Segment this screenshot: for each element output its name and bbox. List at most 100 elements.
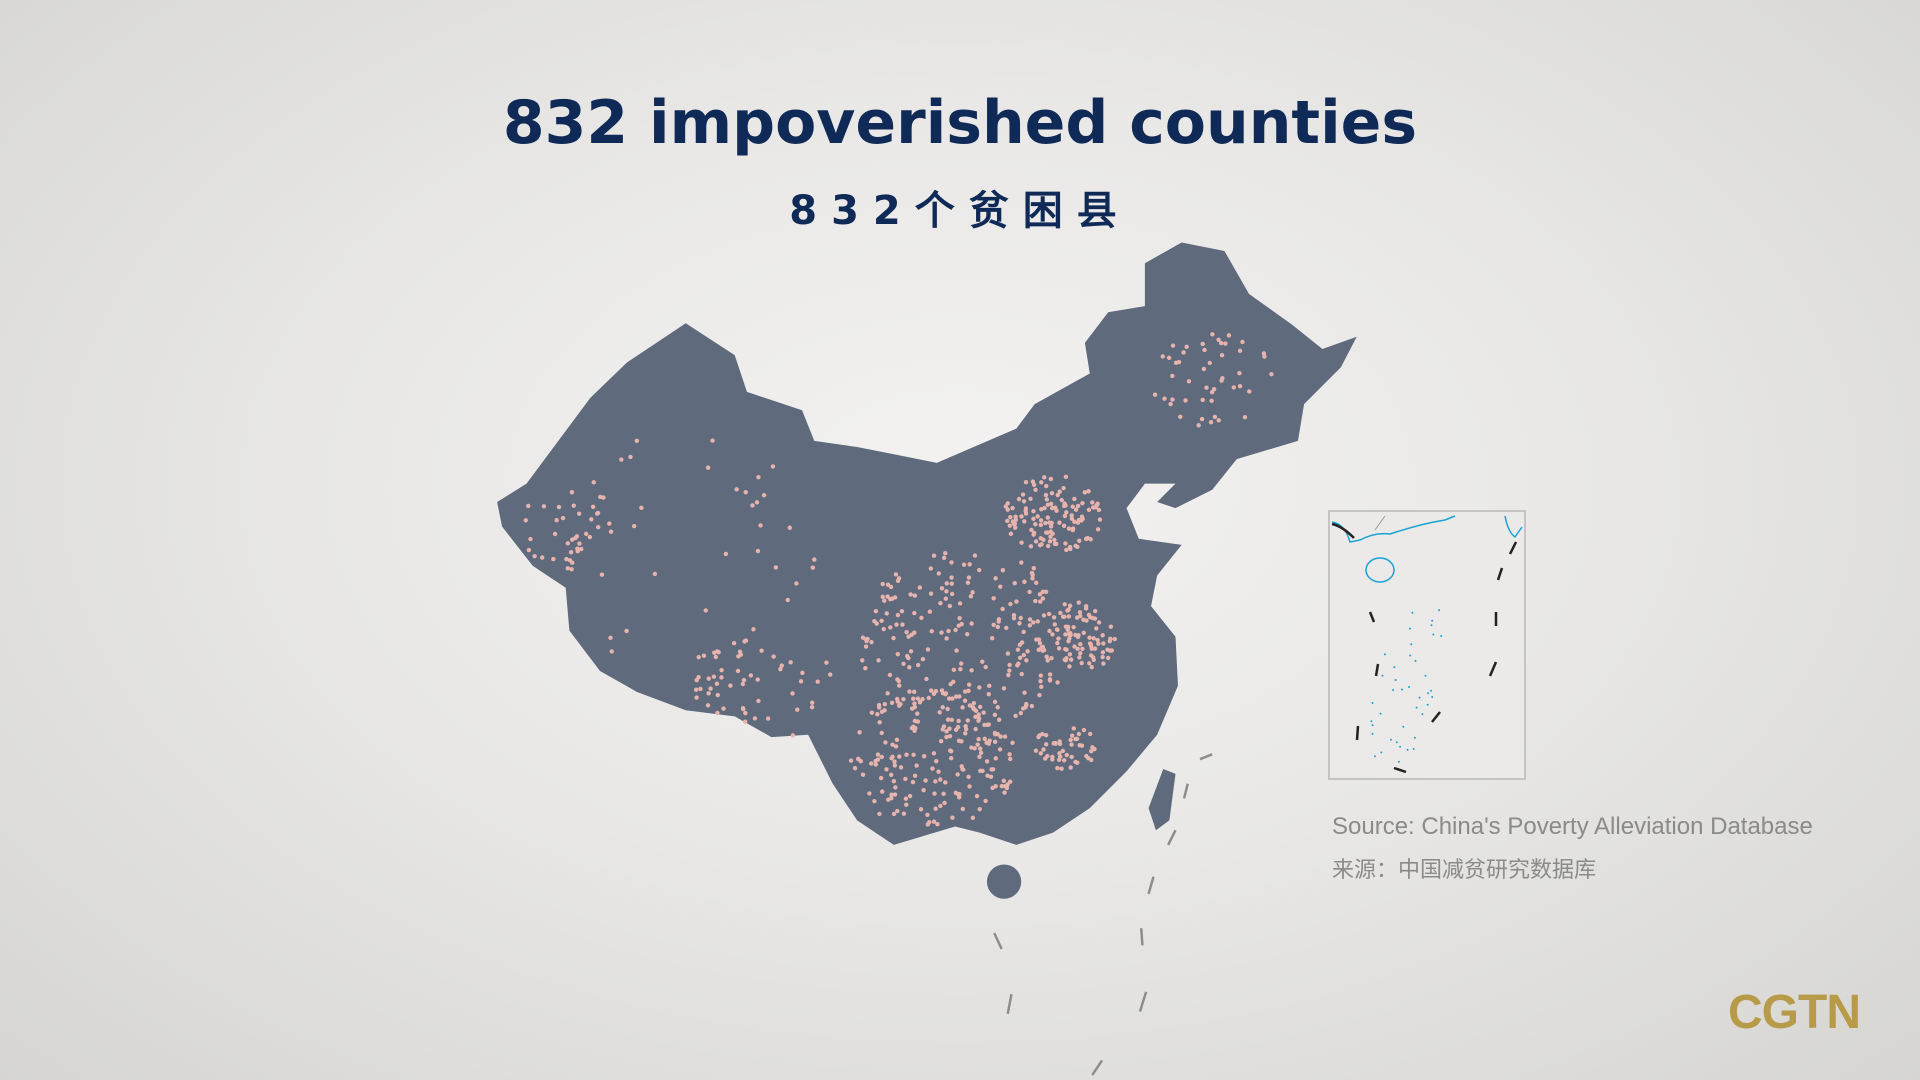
county-marker	[965, 631, 970, 637]
county-marker	[1018, 615, 1023, 621]
county-marker	[1008, 756, 1013, 762]
county-marker	[938, 738, 944, 744]
county-marker	[1045, 502, 1051, 507]
county-marker	[951, 667, 957, 672]
county-marker	[1152, 392, 1158, 397]
county-marker	[624, 628, 629, 634]
county-marker	[978, 746, 983, 751]
island-marker	[1424, 674, 1427, 677]
county-marker	[1067, 545, 1073, 550]
county-marker	[996, 717, 1002, 722]
county-marker	[770, 464, 776, 469]
county-marker	[652, 571, 658, 577]
county-marker	[787, 525, 792, 530]
county-marker	[568, 550, 574, 555]
county-marker	[1002, 790, 1007, 795]
county-marker	[939, 630, 944, 635]
county-marker	[1035, 619, 1040, 624]
county-marker	[912, 773, 918, 779]
county-marker	[594, 511, 600, 516]
county-marker	[961, 767, 966, 772]
county-marker	[1045, 543, 1051, 549]
island-marker	[1426, 703, 1429, 706]
county-marker	[1069, 742, 1074, 747]
county-marker	[560, 515, 566, 521]
county-marker	[962, 689, 968, 694]
county-marker	[1057, 751, 1062, 756]
county-marker	[1092, 616, 1098, 621]
county-marker	[934, 758, 939, 764]
county-marker	[944, 734, 949, 740]
county-marker	[1055, 640, 1060, 646]
county-marker	[1025, 649, 1030, 654]
county-marker	[929, 688, 934, 693]
county-marker	[1101, 661, 1106, 666]
county-marker	[898, 765, 904, 770]
county-marker	[1064, 510, 1069, 515]
county-marker	[971, 701, 977, 706]
county-marker	[1017, 655, 1023, 660]
county-marker	[1030, 576, 1035, 581]
county-marker	[904, 802, 909, 807]
county-marker	[1027, 589, 1032, 595]
county-marker	[983, 798, 988, 804]
county-marker	[904, 752, 909, 757]
county-marker	[947, 733, 953, 739]
county-marker	[1062, 758, 1067, 763]
county-marker	[1033, 539, 1039, 544]
county-marker	[912, 689, 917, 695]
county-marker	[869, 639, 874, 645]
county-marker	[1019, 560, 1024, 565]
county-marker	[1031, 516, 1036, 522]
county-marker	[798, 679, 804, 684]
county-marker	[1012, 581, 1017, 586]
county-marker	[1054, 627, 1060, 632]
county-marker	[1048, 524, 1054, 529]
county-marker	[634, 438, 640, 444]
county-marker	[1044, 497, 1050, 502]
county-marker	[1047, 539, 1053, 544]
county-marker	[1097, 517, 1103, 522]
county-marker	[1112, 636, 1117, 642]
county-marker	[927, 609, 933, 614]
island-marker	[1427, 692, 1430, 695]
county-marker	[941, 555, 947, 561]
county-marker	[956, 718, 961, 724]
county-marker	[1005, 507, 1010, 512]
county-marker	[1086, 489, 1091, 494]
island-marker	[1397, 760, 1400, 763]
county-marker	[991, 622, 996, 628]
county-marker	[1007, 752, 1012, 757]
county-marker	[1040, 731, 1045, 737]
county-marker	[873, 758, 878, 764]
county-marker	[1063, 541, 1068, 546]
county-marker	[719, 675, 724, 680]
county-marker	[1013, 525, 1018, 530]
county-marker	[1091, 657, 1097, 663]
island-marker	[1371, 702, 1374, 704]
county-marker	[1015, 647, 1021, 652]
county-marker	[810, 565, 816, 570]
county-marker	[959, 739, 964, 744]
county-marker	[735, 668, 741, 674]
county-marker	[951, 679, 956, 684]
island-marker	[1440, 635, 1443, 637]
county-marker	[1079, 660, 1084, 666]
county-marker	[1043, 492, 1049, 498]
county-marker	[1231, 385, 1236, 390]
county-marker	[895, 808, 900, 814]
county-marker	[1219, 378, 1224, 383]
county-marker	[1242, 414, 1248, 420]
county-marker	[972, 553, 978, 558]
county-marker	[595, 524, 601, 530]
county-marker	[712, 650, 717, 655]
island-marker	[1383, 653, 1386, 656]
county-marker	[1168, 401, 1173, 407]
county-marker	[911, 752, 916, 757]
county-marker	[917, 585, 923, 590]
county-marker	[752, 716, 758, 721]
county-marker	[1066, 526, 1072, 531]
county-marker	[935, 822, 940, 827]
county-marker	[1081, 727, 1087, 733]
county-marker	[949, 591, 955, 597]
